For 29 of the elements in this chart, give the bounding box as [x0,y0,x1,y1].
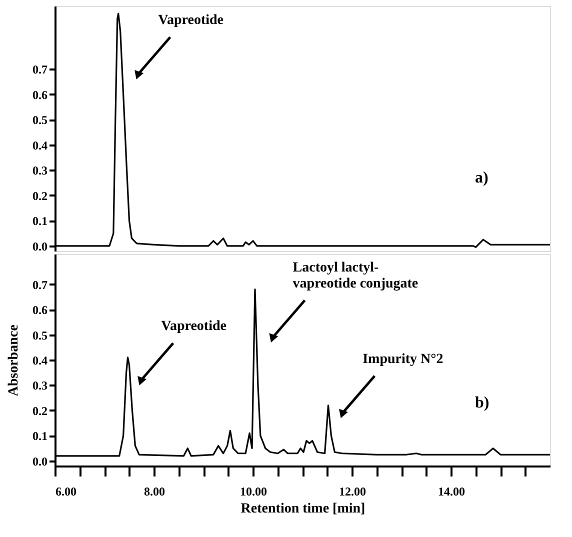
x-tick-label: 12.00 [339,484,366,498]
y-tick-label: 0.4 [32,138,48,152]
annotation: Impurity N°2 [362,352,444,367]
y-tick-label: 0.1 [32,214,48,228]
y-tick-label: 0.0 [32,239,48,254]
x-tick-label: 6.00 [56,484,76,498]
y-tick-label: 0.2 [32,188,48,203]
x-tick-label: 8.00 [144,484,165,498]
x-tick-label: 10.00 [240,484,267,498]
y-tick-label: 0.0 [32,454,48,468]
y-tick-label: 0.3 [32,164,48,178]
x-axis-title: Retention time [min] [240,502,366,516]
annotation: b) [475,394,490,412]
y-tick-label: 0.7 [32,278,48,292]
y-tick-label: 0.6 [32,303,48,318]
y-tick-label: 0.1 [32,429,48,444]
y-tick-label: 0.4 [32,354,48,368]
y-tick-label: 0.3 [32,378,48,393]
y-tick-label: 0.5 [32,113,48,128]
x-tick-label: 14.00 [438,484,465,498]
annotation: Vapreotide [161,319,226,334]
y-axis-title: Absorbance [6,324,22,396]
y-tick-label: 0.2 [32,404,48,418]
annotation: Lactoyl lactyl- vapreotide conjugate [292,260,418,292]
annotation: Vapreotide [158,13,224,28]
y-tick-label: 0.7 [32,62,48,77]
y-tick-label: 0.5 [32,328,48,342]
y-tick-label: 0.6 [32,88,48,102]
annotation: a) [475,170,488,186]
